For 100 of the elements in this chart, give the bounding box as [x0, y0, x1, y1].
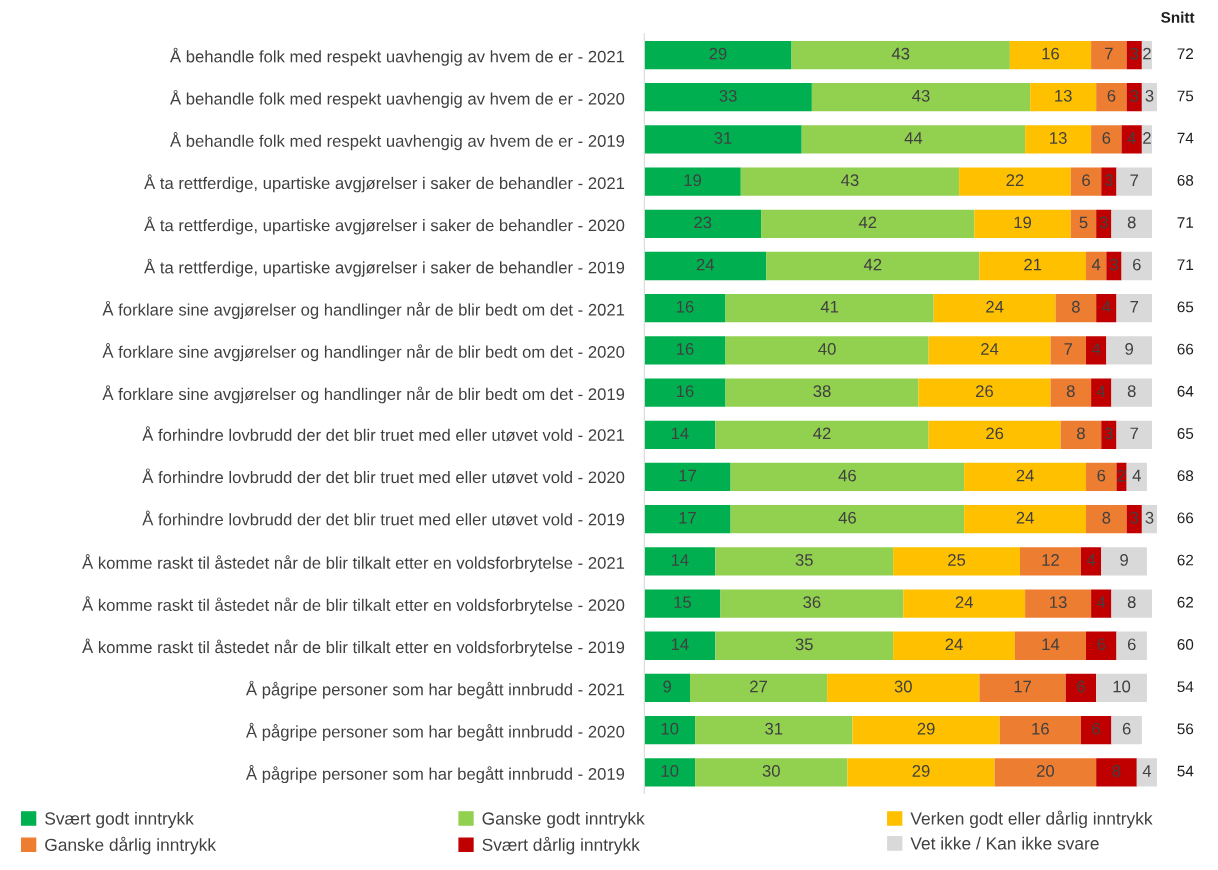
bar [690, 673, 828, 703]
data-label: 26 [976, 385, 994, 398]
bar [644, 716, 696, 745]
data-label: 16 [1042, 47, 1060, 60]
data-label: 31 [765, 722, 783, 735]
bar [928, 420, 1061, 449]
bar [644, 294, 726, 323]
data-label: 4 [1091, 258, 1101, 271]
bar [695, 716, 853, 745]
data-label: 6 [1122, 722, 1131, 735]
data-label: 19 [1014, 216, 1032, 229]
data-label: 10 [1113, 680, 1131, 693]
bar [1020, 547, 1081, 576]
text: Snitt [1161, 11, 1195, 23]
data-label: 9 [1125, 343, 1134, 355]
data-label: 5 [1079, 216, 1088, 229]
data-label: 8 [1127, 596, 1136, 609]
bar [847, 758, 995, 787]
data-label: 14 [671, 554, 689, 566]
bar [933, 294, 1056, 323]
data-label: 3 [1130, 511, 1139, 524]
bar [1014, 631, 1087, 660]
bar [1070, 167, 1102, 196]
y-tick-label: Å behandle folk med respekt uavhengig av hvem de er - 2021 [170, 47, 625, 66]
data-label: 3 [1130, 47, 1139, 60]
bar [720, 589, 904, 618]
data-label: 6 [1082, 174, 1090, 187]
bar [1086, 251, 1107, 281]
bar [1086, 631, 1117, 660]
text: 65 [1177, 428, 1194, 439]
bar [1101, 167, 1117, 196]
bar [644, 83, 812, 112]
data-label: 6 [1077, 680, 1085, 693]
legend-label: Svært godt inntrykk [45, 811, 194, 829]
bar [1116, 462, 1127, 492]
bar [1116, 167, 1153, 196]
data-label: 42 [863, 258, 882, 271]
data-label: 17 [679, 512, 696, 524]
data-label: 41 [820, 301, 839, 313]
text: 68 [1177, 470, 1194, 482]
data-label: 23 [694, 216, 712, 229]
data-label: 16 [676, 300, 694, 313]
text: 64 [1177, 385, 1194, 397]
bar [644, 673, 691, 703]
y-tick-label: Å forhindre lovbrudd der det blir truet med eller utøvet vold - 2019 [142, 510, 625, 526]
bar [1080, 547, 1102, 576]
bar [644, 420, 716, 449]
bar [644, 631, 716, 660]
data-label: 4 [1091, 343, 1101, 355]
y-tick-label: Å ta rettferdige, upartiske avgjørelser i saker de behandler - 2020 [144, 216, 625, 235]
text: 71 [1177, 217, 1194, 228]
bar [644, 505, 731, 534]
data-label: 31 [714, 132, 732, 144]
y-tick-label: Å komme raskt til åstedet når de blir tilkalt etter en voldsforbrytelse - 2019 [82, 638, 625, 657]
data-label: 8 [1112, 765, 1121, 777]
bar [801, 125, 1026, 154]
bar [1096, 673, 1147, 703]
data-label: 4 [1127, 132, 1136, 144]
bar [644, 167, 741, 196]
data-label: 24 [696, 258, 715, 271]
data-label: 7 [1130, 301, 1139, 313]
bar [715, 631, 894, 660]
data-label: 16 [676, 385, 694, 398]
bar [811, 83, 1031, 112]
data-label: 4 [1097, 596, 1106, 608]
data-label: 17 [1014, 680, 1031, 693]
bar [644, 209, 762, 238]
data-label: 46 [838, 511, 856, 524]
bar [959, 167, 1071, 196]
y-tick-label: Å forklare sine avgjørelser og handlinger når de blir bedt om det - 2020 [102, 343, 625, 362]
y-tick-label: Å komme raskt til åstedet når de blir tilkalt etter en voldsforbrytelse - 2020 [82, 596, 625, 615]
bar [1121, 251, 1153, 281]
y-tick-label: Å behandle folk med respekt uavhengig av hvem de er - 2020 [170, 89, 625, 108]
data-label: 3 [1109, 258, 1118, 271]
bar [730, 505, 965, 534]
data-label: 2 [1143, 132, 1151, 144]
bar [1121, 125, 1142, 154]
data-label: 24 [1016, 511, 1034, 524]
bar [1136, 758, 1158, 787]
data-label: 3 [1145, 89, 1154, 102]
data-label: 35 [795, 638, 813, 651]
data-label: 6 [1102, 132, 1111, 144]
data-label: 8 [1077, 427, 1085, 440]
bar [644, 336, 726, 365]
data-label: 3 [1104, 427, 1113, 440]
bar [979, 673, 1066, 703]
data-label: 15 [674, 596, 691, 609]
data-label: 13 [1050, 132, 1067, 144]
data-label: 16 [1032, 722, 1049, 735]
bar [1050, 336, 1087, 365]
bar [1106, 251, 1122, 281]
data-label: 12 [1042, 554, 1059, 566]
data-label: 43 [891, 47, 910, 60]
bar [1065, 673, 1097, 703]
text: 62 [1177, 554, 1194, 566]
data-label: 6 [1127, 638, 1136, 651]
bar [644, 547, 716, 576]
bar [725, 336, 929, 365]
bar [1086, 462, 1117, 492]
bar [994, 758, 1097, 787]
